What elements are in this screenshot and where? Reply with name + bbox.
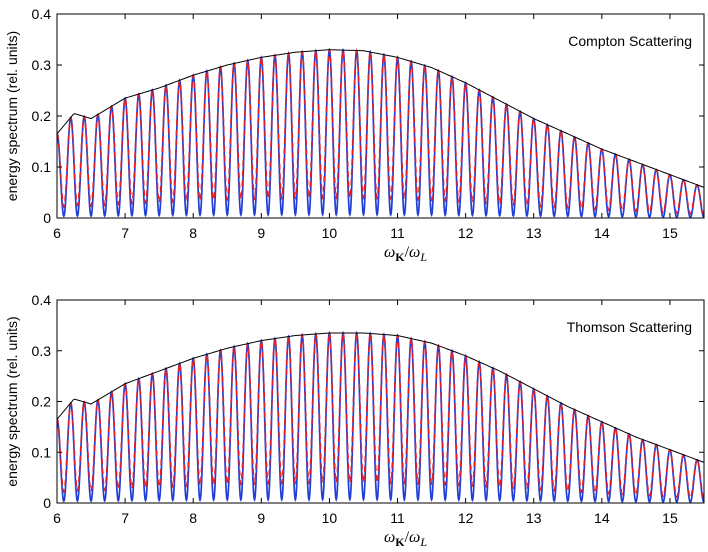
y-tick-label: 0.3 (32, 343, 52, 359)
x-axis-label-slash: / (405, 244, 410, 261)
x-tick-label: 12 (458, 510, 474, 526)
x-axis-label-sub-l: L (419, 535, 427, 549)
chart-title: Compton Scattering (568, 33, 692, 49)
x-tick-label: 9 (257, 510, 265, 526)
y-tick-label: 0.1 (32, 159, 52, 175)
plot-area (57, 47, 704, 218)
series-blue-solid-line (57, 47, 704, 218)
y-axis-label: energy spectrum (rel. units) (4, 31, 20, 201)
series-red-dashed-line (57, 331, 704, 499)
x-axis-label-sub-l: L (419, 250, 427, 264)
x-axis-label-slash: / (405, 529, 410, 546)
x-tick-label: 13 (526, 225, 542, 241)
y-tick-label: 0.2 (32, 394, 52, 410)
y-tick-label: 0.2 (32, 108, 52, 124)
x-tick-label: 8 (189, 510, 197, 526)
x-tick-label: 14 (594, 510, 610, 526)
x-axis-label-sub-k: K (395, 250, 405, 264)
x-axis-label: ωK/ωL (384, 529, 427, 549)
x-tick-label: 15 (662, 510, 678, 526)
y-tick-label: 0.3 (32, 57, 52, 73)
x-tick-label: 13 (526, 510, 542, 526)
y-axis-label: energy spectrum (rel. units) (4, 316, 20, 486)
x-tick-label: 6 (53, 225, 61, 241)
x-tick-label: 9 (257, 225, 265, 241)
x-tick-label: 14 (594, 225, 610, 241)
plot-area (57, 330, 704, 503)
x-tick-label: 12 (458, 225, 474, 241)
x-axis-label-sub-k: K (395, 535, 405, 549)
chart-title: Thomson Scattering (567, 319, 692, 335)
chart-compton-scattering: 6 7 8 9 10 11 12 13 14 15 0 0.1 0.2 0.3 0.4 energy spec… (4, 6, 705, 264)
y-tick-label: 0.1 (32, 444, 52, 460)
x-axis-label-symbol-den: ω (409, 244, 420, 261)
y-tick-label: 0.4 (32, 292, 52, 308)
y-tick-label: 0.4 (32, 6, 52, 22)
x-axis-label-symbol: ω (384, 529, 395, 546)
x-tick-label: 11 (390, 225, 405, 241)
x-tick-label: 10 (322, 225, 338, 241)
y-tick-label: 0 (43, 210, 51, 226)
x-tick-label: 7 (121, 225, 129, 241)
x-axis-label: ωK/ωL (384, 244, 427, 264)
x-tick-label: 7 (121, 510, 129, 526)
x-tick-label: 15 (662, 225, 678, 241)
series-envelope-line (57, 49, 704, 188)
series-red-dashed-line (57, 47, 704, 216)
x-tick-label: 10 (322, 510, 338, 526)
series-envelope-line (57, 332, 704, 463)
x-axis-label-symbol-den: ω (409, 529, 420, 546)
x-tick-label: 6 (53, 510, 61, 526)
x-tick-label: 11 (390, 510, 405, 526)
x-axis-label-symbol: ω (384, 244, 395, 261)
x-tick-label: 8 (189, 225, 197, 241)
y-tick-label: 0 (43, 495, 51, 511)
chart-thomson-scattering: 6 7 8 9 10 11 12 13 14 15 0 0.1 0.2 0.3 0.4 energy spec… (4, 292, 705, 549)
